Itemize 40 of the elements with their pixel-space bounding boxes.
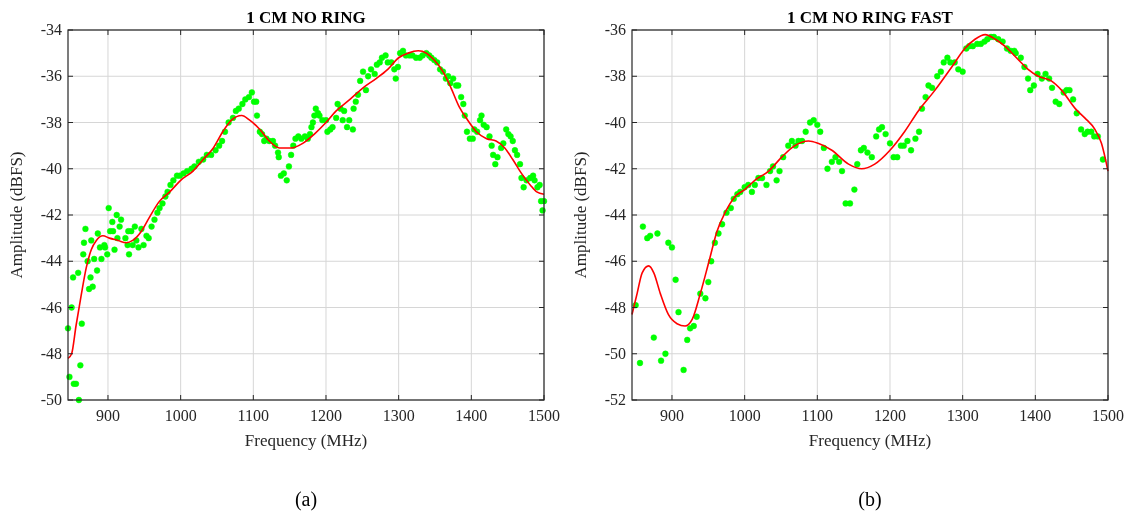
x-tick-label: 1500 <box>528 407 560 424</box>
y-tick-label: -42 <box>40 206 62 223</box>
y-tick-label: -50 <box>604 344 626 362</box>
x-tick-label: 900 <box>95 407 120 424</box>
y-tick-label: -42 <box>604 159 626 177</box>
x-tick-label: 1200 <box>873 407 906 424</box>
chart-title: 1 CM NO RING <box>246 8 366 27</box>
y-tick-label: -34 <box>40 21 62 38</box>
y-axis-title: Amplitude (dBFS) <box>7 151 26 279</box>
y-tick-label: -46 <box>604 252 626 270</box>
y-tick-label: -38 <box>604 67 626 85</box>
x-tick-label: 1500 <box>1092 407 1124 424</box>
y-tick-label: -50 <box>40 391 62 408</box>
y-tick-label: -36 <box>604 21 626 38</box>
y-tick-label: -40 <box>604 113 626 131</box>
x-tick-label: 1100 <box>237 407 270 424</box>
y-tick-label: -38 <box>40 113 62 131</box>
x-tick-label: 1000 <box>728 407 761 424</box>
x-tick-label: 1100 <box>801 407 834 424</box>
x-tick-label: 1300 <box>382 407 415 424</box>
y-tick-label: -48 <box>40 344 62 362</box>
y-tick-label: -46 <box>40 298 62 316</box>
y-axis-title: Amplitude (dBFS) <box>571 151 590 279</box>
x-axis-title: Frequency (MHz) <box>808 431 932 450</box>
y-tick-label: -44 <box>40 252 62 270</box>
x-tick-label: 1200 <box>309 407 342 424</box>
y-tick-label: -52 <box>604 391 626 408</box>
x-tick-label: 1300 <box>946 407 979 424</box>
x-tick-label: 1000 <box>164 407 197 424</box>
text: (b) <box>858 488 882 511</box>
x-tick-label: 1400 <box>455 407 488 424</box>
text: (a) <box>294 488 318 511</box>
chart-title: 1 CM NO RING FAST <box>787 8 954 27</box>
y-tick-label: -40 <box>40 159 62 177</box>
x-axis-title: Frequency (MHz) <box>244 431 368 450</box>
x-tick-label: 1400 <box>1019 407 1052 424</box>
y-tick-label: -48 <box>604 298 626 316</box>
y-tick-label: -36 <box>40 67 62 85</box>
x-tick-label: 900 <box>659 407 684 424</box>
y-tick-label: -44 <box>604 206 626 223</box>
